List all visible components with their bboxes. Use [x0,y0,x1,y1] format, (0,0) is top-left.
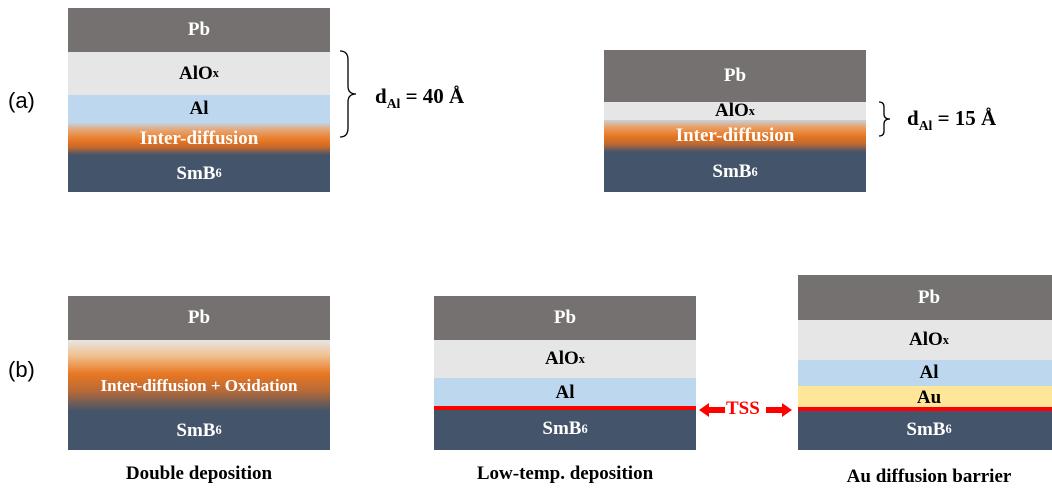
layer-alox: AlO x [68,52,330,95]
caption-au-diffusion-barrier: Au diffusion barrier [846,466,1012,487]
thickness-bracket-left [339,50,357,138]
panel-a-label: (a) [8,88,35,113]
layer-pb: Pb [68,296,330,340]
thickness-label-15: dAl = 15 Å [907,106,997,134]
thickness-bracket-right [878,101,891,137]
layer-pb: Pb [798,275,1052,320]
stack-b-low-temp: Pb AlO x Al SmB 6 [434,296,696,450]
layer-alox: AlO x [434,340,696,378]
layer-interdiffusion-oxidation: Inter-diffusion + Oxidation [68,340,330,411]
tss-line [798,407,1052,411]
layer-alox: AlO x [604,100,866,121]
stack-b-double-deposition: Pb Inter-diffusion + Oxidation SmB 6 [68,296,330,450]
layer-alox: AlO x [798,320,1052,360]
layer-au: Au [798,386,1052,409]
layer-smb6: SmB 6 [604,152,866,192]
layer-al: Al [798,360,1052,386]
layer-interdiffusion: Inter-diffusion [604,120,866,152]
caption-double-deposition: Double deposition [125,463,273,484]
layer-pb: Pb [604,50,866,102]
tss-label: TSS [726,398,760,419]
stack-a-left: Pb AlO x Al Inter-diffusion SmB 6 [68,8,330,192]
layer-smb6: SmB 6 [798,409,1052,450]
thickness-label-40: dAl = 40 Å [375,84,465,112]
tss-arrow-left [699,403,725,417]
layer-al: Al [434,378,696,408]
layer-interdiffusion: Inter-diffusion [68,123,330,155]
stack-b-au-barrier: Pb AlO x Al Au SmB 6 [798,275,1052,450]
layer-smb6: SmB 6 [68,411,330,450]
layer-pb: Pb [434,296,696,340]
panel-b-label: (b) [8,357,35,382]
layer-smb6: SmB 6 [68,155,330,192]
tss-line [434,406,696,410]
layer-al: Al [68,95,330,123]
caption-low-temp-deposition: Low-temp. deposition [476,463,654,484]
layer-pb: Pb [68,8,330,52]
layer-smb6: SmB 6 [434,408,696,450]
tss-arrow-right [766,403,792,417]
stack-a-right: Pb AlO x Inter-diffusion SmB 6 [604,50,866,192]
